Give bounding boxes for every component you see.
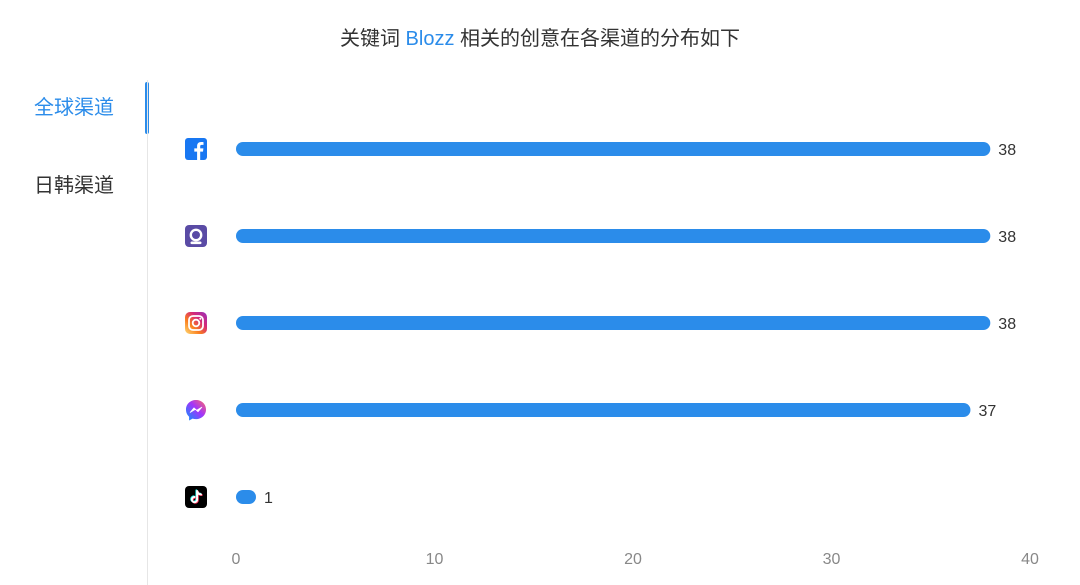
tabs-divider — [147, 80, 148, 585]
title-suffix: 相关的创意在各渠道的分布如下 — [460, 28, 741, 50]
data-label-facebook: 38 — [998, 142, 1016, 159]
bar-audience-network — [236, 229, 991, 243]
bar-facebook — [236, 142, 991, 156]
channel-tabs: 全球渠道 日韩渠道 — [0, 80, 149, 585]
title-keyword: Blozz — [405, 28, 455, 50]
data-label-messenger: 37 — [978, 403, 996, 420]
data-label-tiktok: 1 — [264, 490, 273, 507]
tab-global-channels[interactable]: 全球渠道 — [0, 82, 149, 134]
bar-instagram — [236, 316, 991, 330]
title-prefix: 关键词 — [339, 28, 400, 50]
x-tick-label-10: 10 — [426, 551, 444, 568]
bar-messenger — [236, 403, 971, 417]
x-tick-label-20: 20 — [624, 551, 642, 568]
data-label-audience-network: 38 — [998, 229, 1016, 246]
channel-bar-chart: 38 38 38 37 1 0 10 20 30 40 — [185, 138, 1039, 568]
bar-tiktok — [236, 490, 256, 504]
chart-title: 关键词 Blozz 相关的创意在各渠道的分布如下 — [0, 22, 1080, 51]
data-label-instagram: 38 — [998, 316, 1016, 333]
audience-network-icon — [185, 225, 207, 247]
tiktok-icon — [185, 486, 207, 508]
x-tick-label-40: 40 — [1021, 551, 1039, 568]
x-tick-label-0: 0 — [232, 551, 241, 568]
facebook-icon — [185, 138, 207, 160]
tab-japan-korea-channels[interactable]: 日韩渠道 — [34, 175, 114, 197]
instagram-icon — [185, 312, 207, 334]
messenger-icon — [186, 400, 206, 421]
x-tick-label-30: 30 — [823, 551, 841, 568]
